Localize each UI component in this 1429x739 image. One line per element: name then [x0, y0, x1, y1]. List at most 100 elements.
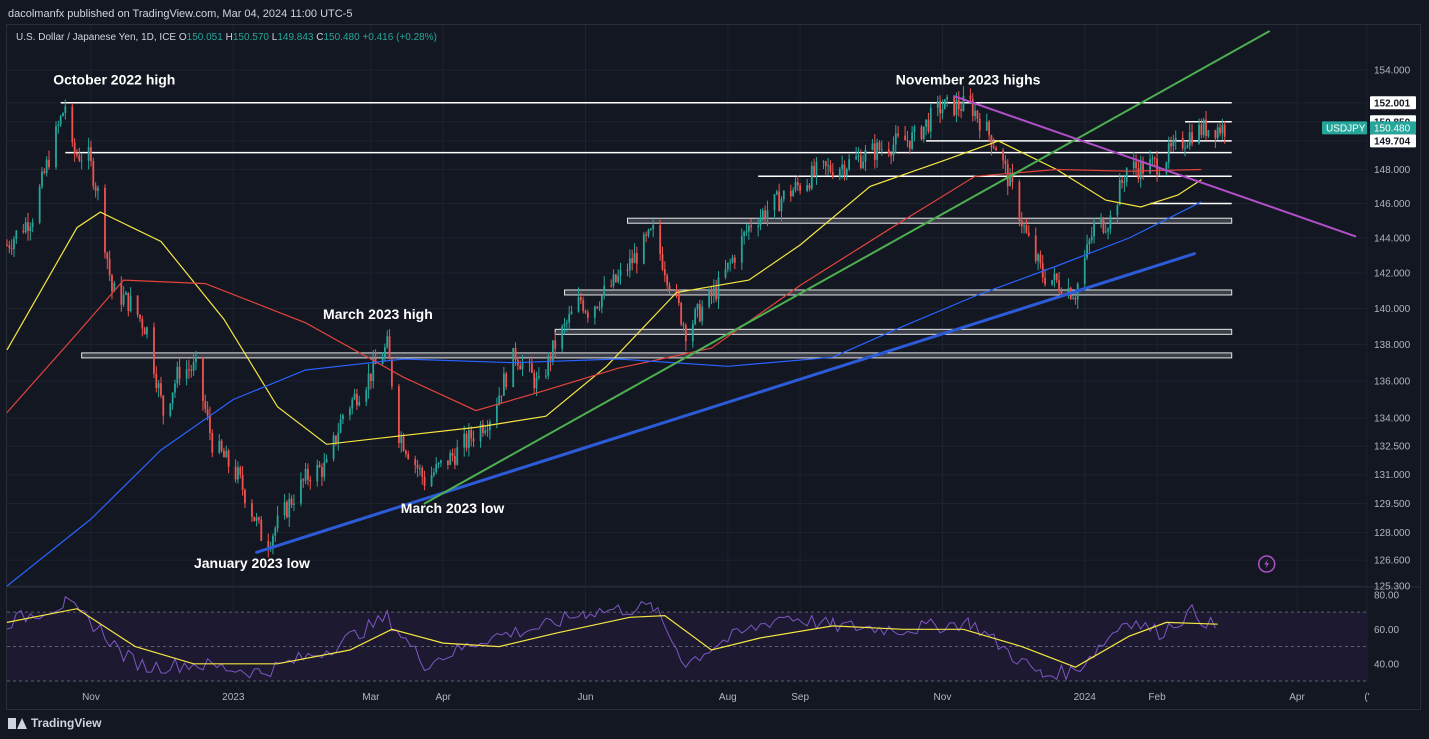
- candle-body: [892, 144, 895, 156]
- candle-body: [1137, 168, 1140, 179]
- candle-body: [1058, 280, 1060, 291]
- candle-body: [598, 307, 601, 309]
- candle-body: [244, 489, 246, 504]
- candle-body: [740, 236, 743, 263]
- candle-body: [796, 182, 799, 186]
- candle-body: [792, 190, 795, 197]
- candle-body: [1018, 181, 1021, 222]
- candle-body: [614, 274, 617, 282]
- candle-body: [628, 258, 631, 271]
- candle-body: [668, 285, 671, 290]
- candle-body: [957, 99, 960, 110]
- candle-body: [908, 140, 911, 149]
- candle-body: [1053, 273, 1056, 281]
- candle-body: [479, 424, 482, 442]
- candle-body: [603, 285, 606, 296]
- candle-body: [992, 147, 995, 149]
- candle-body: [1207, 130, 1210, 137]
- price-tick-label: 132.500: [1374, 442, 1411, 453]
- candle-body: [939, 101, 942, 114]
- candle-body: [337, 432, 340, 443]
- candle-body: [974, 110, 976, 117]
- price-tick-label: 142.000: [1374, 269, 1411, 280]
- candle-body: [1205, 119, 1207, 137]
- moving-average-line: [6, 140, 1202, 445]
- candle-body: [38, 186, 41, 223]
- candle-body: [514, 348, 517, 360]
- candle-body: [73, 142, 76, 154]
- candle-body: [488, 421, 491, 430]
- candle-body: [544, 375, 547, 377]
- candle-body: [521, 361, 524, 370]
- candle-body: [316, 464, 319, 482]
- candle-body: [309, 479, 312, 482]
- candle-body: [568, 314, 571, 323]
- time-tick-label: 2023: [222, 692, 245, 703]
- candle-body: [778, 191, 781, 212]
- candle-body: [1174, 137, 1177, 141]
- candle-body: [470, 429, 473, 439]
- candle-body: [64, 106, 67, 114]
- candle-body: [922, 126, 925, 140]
- tradingview-brand[interactable]: TradingView: [8, 716, 101, 730]
- candle-body: [439, 460, 442, 464]
- candle-body: [652, 225, 655, 230]
- candle-body: [537, 376, 540, 378]
- candle-body: [342, 415, 344, 420]
- candle-body: [969, 95, 972, 99]
- level-tag-bg: [1370, 134, 1416, 148]
- candle-body: [764, 210, 767, 219]
- candle-body: [1186, 145, 1189, 148]
- candle-body: [1006, 163, 1009, 187]
- candle-body: [1221, 124, 1224, 134]
- high-value: 150.570: [232, 32, 269, 43]
- candle-body: [435, 463, 438, 473]
- candle-body: [325, 458, 328, 463]
- candle-body: [799, 185, 802, 191]
- candle-body: [171, 392, 174, 404]
- candle-body: [370, 373, 372, 381]
- candle-body: [1074, 298, 1077, 300]
- level-tag: 152.001: [1374, 98, 1411, 109]
- candle-body: [862, 161, 865, 168]
- candle-body: [631, 258, 634, 264]
- candle-body: [845, 169, 848, 176]
- candle-body: [925, 119, 928, 127]
- candle-body: [955, 99, 958, 116]
- candle-body: [414, 458, 417, 466]
- rsi-tick-label: 60.00: [1374, 625, 1399, 636]
- candle-body: [759, 217, 762, 226]
- candle-body: [505, 373, 508, 388]
- candle-body: [174, 383, 176, 393]
- candle-body: [789, 190, 792, 197]
- candle-body: [48, 159, 50, 168]
- candle-body: [113, 283, 116, 292]
- candle-body: [227, 450, 230, 467]
- candle-body: [708, 289, 711, 307]
- candle-body: [635, 253, 638, 264]
- candle-body: [701, 306, 704, 322]
- candle-body: [530, 363, 533, 373]
- candle-body: [1100, 217, 1102, 224]
- support-resistance-band: [564, 289, 1233, 296]
- candle-body: [775, 191, 778, 195]
- candle-body: [962, 95, 965, 111]
- candle-body: [1034, 235, 1037, 261]
- candle-body: [267, 540, 270, 549]
- candle-body: [906, 140, 909, 142]
- time-tick-label: Jun: [577, 692, 593, 703]
- candle-body: [108, 259, 111, 276]
- candle-body: [600, 295, 603, 308]
- close-label: C: [316, 32, 324, 43]
- candle-body: [978, 118, 981, 131]
- time-tick-label: Feb: [1148, 692, 1166, 703]
- candle-body: [446, 460, 449, 465]
- candle-body: [782, 190, 785, 200]
- candle-body: [398, 386, 400, 444]
- candle-body: [192, 361, 195, 371]
- candle-body: [339, 419, 342, 433]
- candle-body: [1219, 127, 1221, 134]
- candle-body: [106, 252, 109, 260]
